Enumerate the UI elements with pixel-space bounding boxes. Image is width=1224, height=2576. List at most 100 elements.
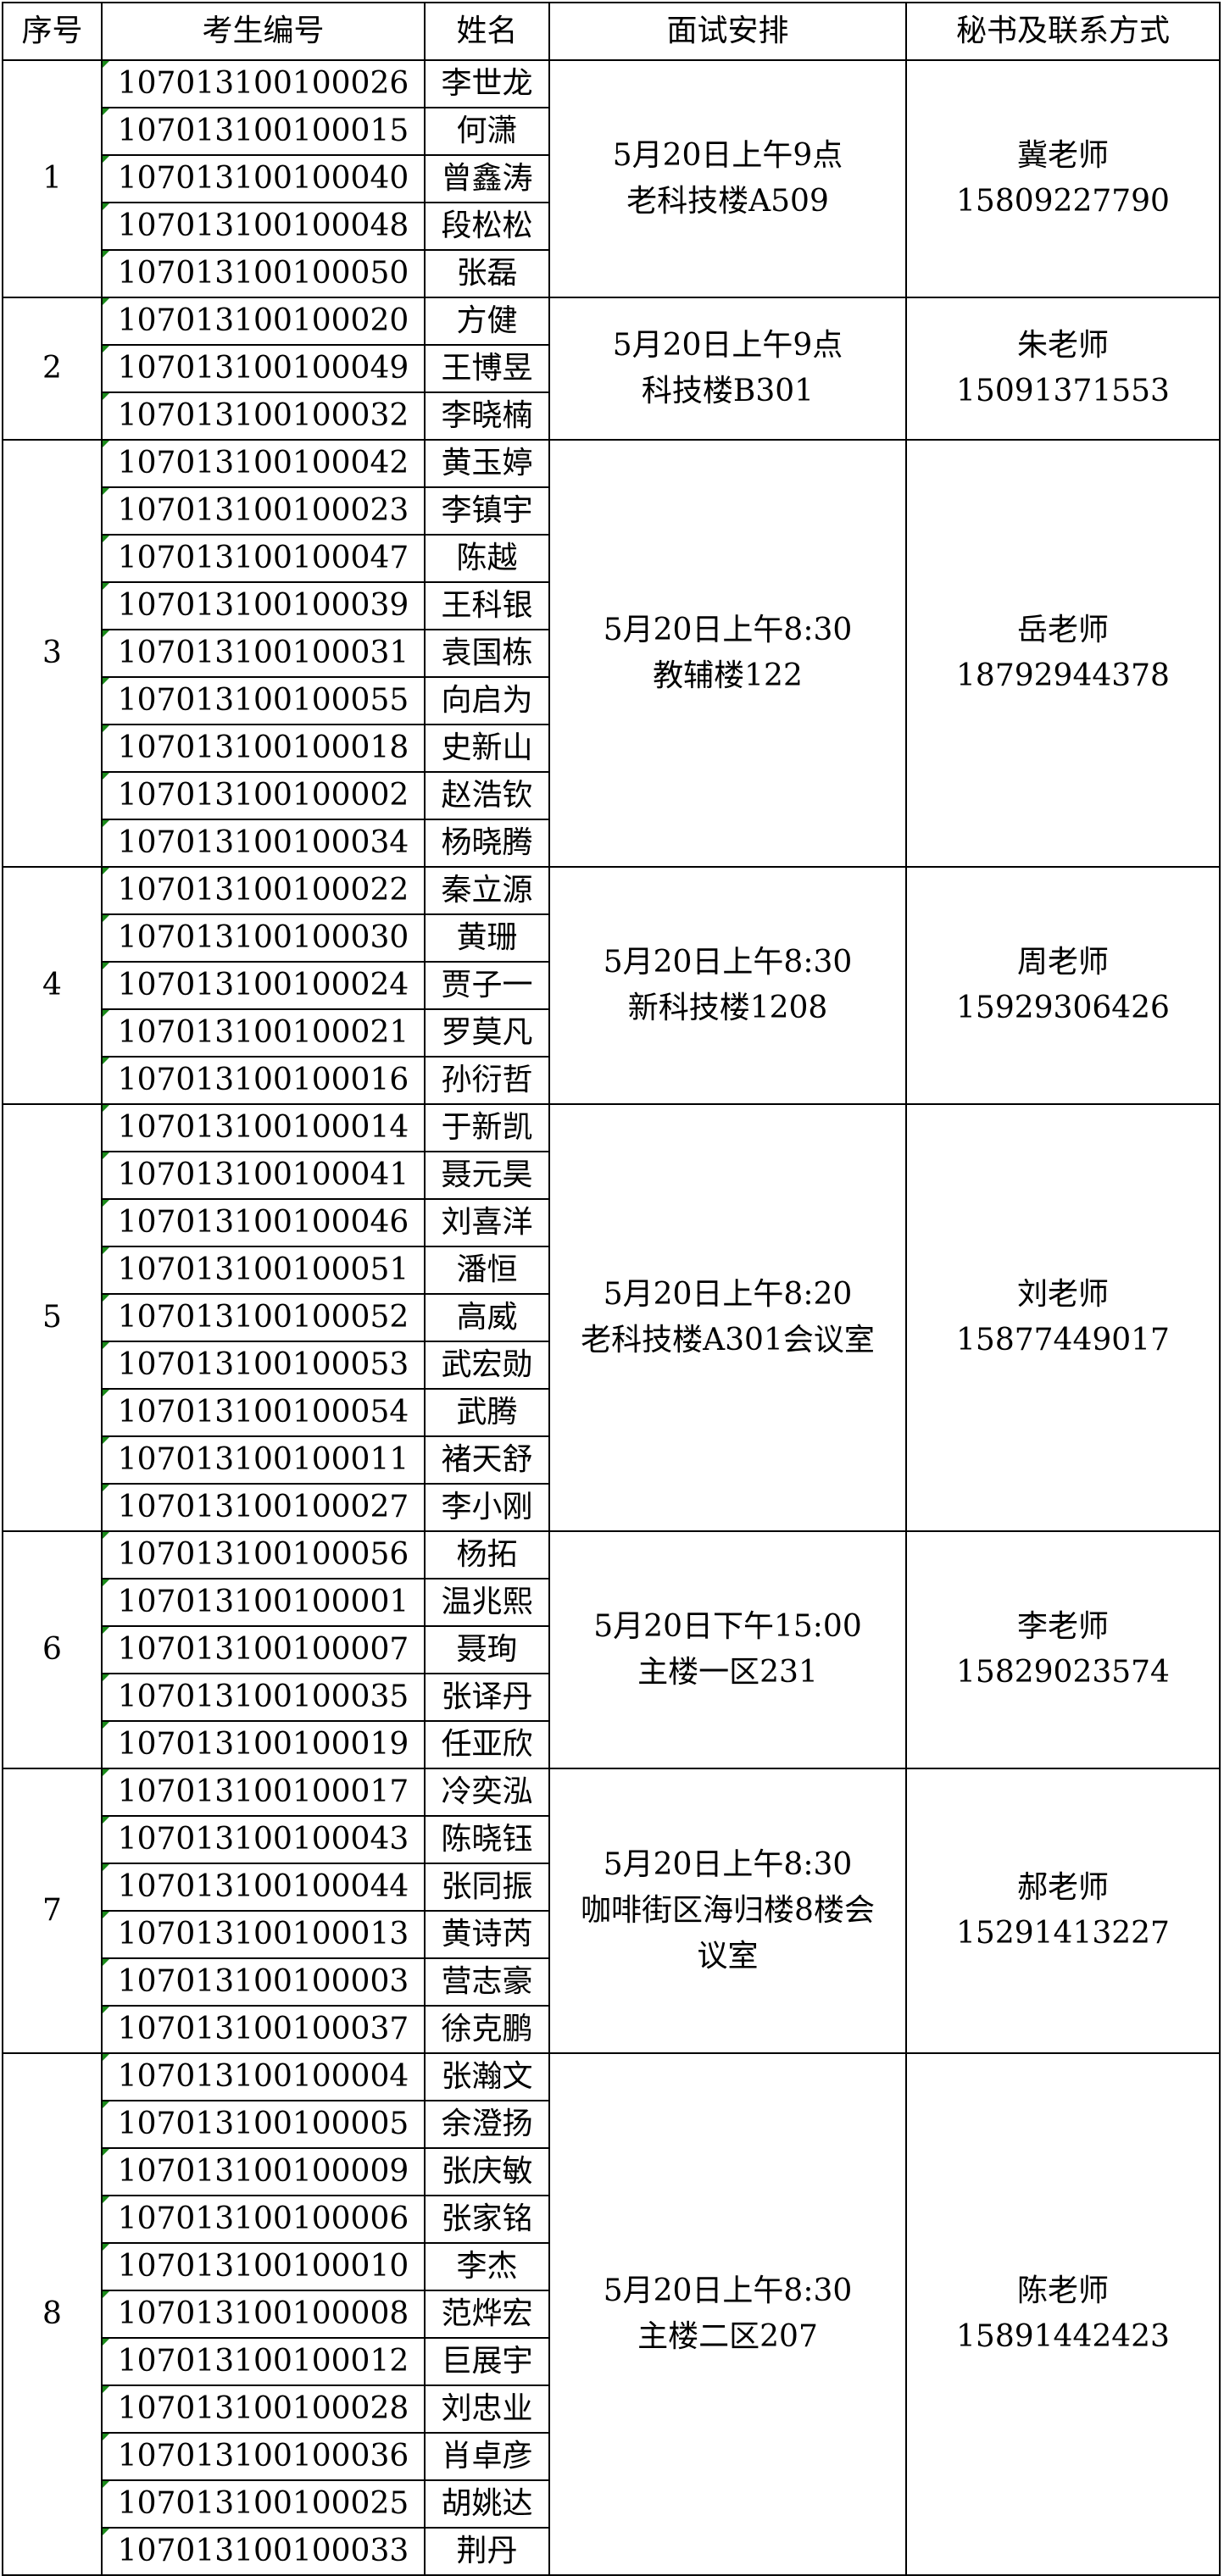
candidate-name: 李世龙 (424, 59, 550, 108)
table-row: 107013100100013 黄诗芮 (3, 1910, 1220, 1959)
table-row: 107013100100010 李杰 (3, 2242, 1220, 2291)
table-row: 107013100100002 赵浩钦 (3, 771, 1220, 820)
candidate-id: 107013100100005 (101, 2100, 426, 2149)
contact-cell: 李老师 15829023574 (905, 1530, 1221, 1769)
candidate-id: 107013100100056 (101, 1530, 426, 1579)
contact-line: 岳老师 (1016, 613, 1109, 647)
contact-cell: 岳老师 18792944378 (905, 439, 1221, 868)
candidate-id: 107013100100013 (101, 1910, 426, 1959)
table-row: 2 107013100100020 方健 5月20日上午9点 科技楼B301 朱老师 150… (2, 297, 1221, 441)
table-row: 107013100100054 武腾 (3, 1388, 1220, 1437)
candidate-name: 李晓楠 (424, 391, 550, 441)
candidate-name: 王博昱 (424, 344, 550, 393)
contact-line: 15829023574 (956, 1655, 1170, 1690)
candidate-id: 107013100100031 (101, 629, 426, 678)
table-row: 107013100100052 高威 (3, 1293, 1220, 1342)
table-row: 3 107013100100042 黄玉婷 5月20日上午8:30 教辅楼122 岳老师 1… (2, 439, 1221, 868)
candidate-id: 107013100100009 (101, 2147, 426, 2196)
candidate-id: 107013100100024 (101, 961, 426, 1010)
candidate-id: 107013100100036 (101, 2432, 426, 2481)
contact-cell: 陈老师 15891442423 (905, 2052, 1221, 2576)
candidate-id: 107013100100053 (101, 1341, 426, 1390)
candidate-name: 罗莫凡 (424, 1008, 550, 1058)
schedule-line: 新科技楼1208 (627, 991, 828, 1025)
table-row: 107013100100047 陈越 (3, 534, 1220, 583)
candidate-id: 107013100100028 (101, 2384, 426, 2434)
candidate-name: 武腾 (424, 1388, 550, 1437)
candidate-name: 潘恒 (424, 1246, 550, 1295)
candidate-name: 冷奕泓 (424, 1768, 550, 1817)
candidate-name: 杨拓 (424, 1530, 550, 1579)
candidate-id: 107013100100021 (101, 1008, 426, 1058)
candidate-name: 聂珣 (424, 1625, 550, 1674)
candidate-id: 107013100100017 (101, 1768, 426, 1817)
candidate-id: 107013100100027 (101, 1483, 426, 1532)
schedule-line: 5月20日上午9点 (612, 328, 843, 363)
contact-line: 冀老师 (1016, 138, 1109, 173)
table-row: 107013100100019 任亚欣 (3, 1720, 1220, 1769)
table-row: 107013100100008 范烨宏 (3, 2290, 1220, 2339)
candidate-id: 107013100100032 (101, 391, 426, 441)
candidate-name: 营志豪 (424, 1957, 550, 2007)
candidate-id: 107013100100035 (101, 1673, 426, 1722)
seq-cell: 6 (2, 1530, 103, 1769)
schedule-line: 5月20日上午8:30 (603, 613, 853, 647)
candidate-name: 任亚欣 (424, 1720, 550, 1769)
contact-cell: 刘老师 15877449017 (905, 1103, 1221, 1532)
candidate-id: 107013100100042 (101, 439, 426, 488)
candidate-id: 107013100100023 (101, 486, 426, 536)
table-row: 5 107013100100014 于新凯 5月20日上午8:20 老科技楼A301会议… (2, 1103, 1221, 1532)
candidate-id: 107013100100037 (101, 2005, 426, 2054)
candidate-name: 何潇 (424, 107, 550, 156)
table-row: 107013100100027 李小刚 (3, 1483, 1220, 1532)
header-row: 序号 考生编号 姓名 面试安排 秘书及联系方式 (2, 2, 1221, 61)
table-row: 107013100100046 刘喜洋 (3, 1198, 1220, 1247)
candidate-name: 张庆敏 (424, 2147, 550, 2196)
candidate-id: 107013100100049 (101, 344, 426, 393)
contact-line: 18792944378 (956, 658, 1170, 693)
candidate-id: 107013100100043 (101, 1815, 426, 1864)
table-row: 107013100100009 张庆敏 (3, 2147, 1220, 2196)
table-row: 107013100100053 武宏勋 (3, 1341, 1220, 1390)
seq-cell: 8 (2, 2052, 103, 2576)
header-cell: 秘书及联系方式 (905, 2, 1221, 61)
candidate-name: 秦立源 (424, 866, 550, 915)
candidate-id: 107013100100010 (101, 2242, 426, 2291)
candidate-id: 107013100100054 (101, 1388, 426, 1437)
table-row: 107013100100030 黄珊 (3, 913, 1220, 963)
table-row: 107013100100001 温兆熙 (3, 1578, 1220, 1627)
contact-line: 刘老师 (1016, 1277, 1109, 1312)
table-row: 107013100100024 贾子一 (3, 961, 1220, 1010)
candidate-id: 107013100100003 (101, 1957, 426, 2007)
candidate-id: 107013100100004 (101, 2052, 426, 2101)
candidate-id: 107013100100025 (101, 2479, 426, 2529)
candidate-name: 贾子一 (424, 961, 550, 1010)
candidate-id: 107013100100007 (101, 1625, 426, 1674)
header-cell: 序号 (2, 2, 103, 61)
candidate-name: 胡姚达 (424, 2479, 550, 2529)
contact-line: 15891442423 (956, 2319, 1170, 2354)
candidate-name: 李杰 (424, 2242, 550, 2291)
candidate-name: 陈越 (424, 534, 550, 583)
candidate-id: 107013100100002 (101, 771, 426, 820)
schedule-line: 5月20日上午8:20 (603, 1277, 853, 1312)
candidate-name: 聂元昊 (424, 1151, 550, 1200)
candidate-id: 107013100100046 (101, 1198, 426, 1247)
table-row: 6 107013100100056 杨拓 5月20日下午15:00 主楼一区231 李老师… (2, 1530, 1221, 1769)
table-row: 107013100100039 王科银 (3, 581, 1220, 630)
candidate-id: 107013100100039 (101, 581, 426, 630)
table-row: 107013100100028 刘忠业 (3, 2384, 1220, 2434)
candidate-id: 107013100100030 (101, 913, 426, 963)
contact-cell: 朱老师 15091371553 (905, 297, 1221, 441)
table-row: 107013100100049 王博昱 (3, 344, 1220, 393)
candidate-id: 107013100100001 (101, 1578, 426, 1627)
contact-cell: 周老师 15929306426 (905, 866, 1221, 1105)
seq-cell: 3 (2, 439, 103, 868)
seq-cell: 4 (2, 866, 103, 1105)
table-row: 107013100100044 张同振 (3, 1863, 1220, 1912)
schedule-line: 5月20日上午8:30 (603, 1847, 853, 1882)
schedule-cell: 5月20日上午9点 老科技楼A509 (548, 59, 907, 298)
schedule-cell: 5月20日上午8:20 老科技楼A301会议室 (548, 1103, 907, 1532)
table-row: 107013100100043 陈晓钰 (3, 1815, 1220, 1864)
table-row: 107013100100048 段松松 (3, 202, 1220, 251)
